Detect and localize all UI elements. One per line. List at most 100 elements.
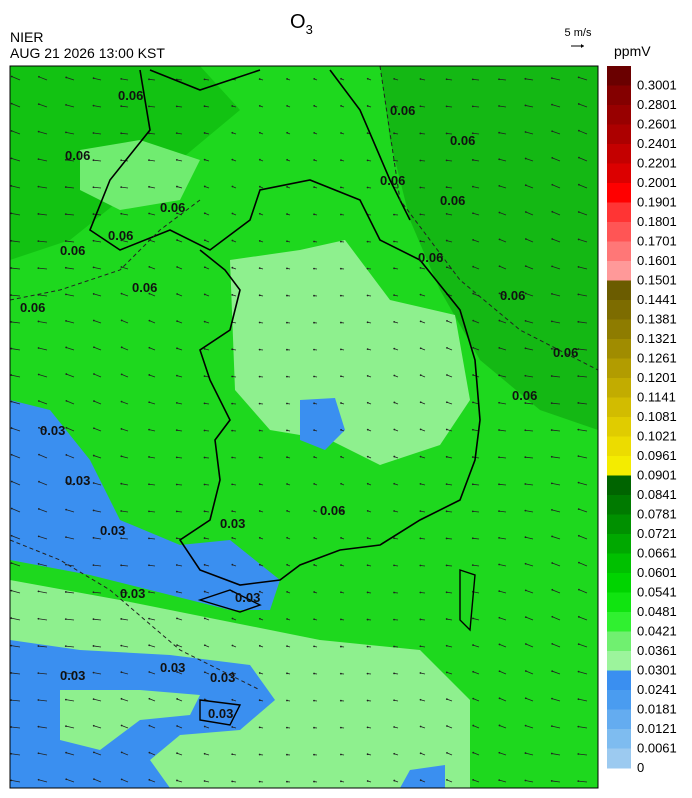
colorbar-tick-label: 0.0061 [637,741,677,756]
wind-arrow [578,535,588,540]
wind-arrow [446,698,453,702]
wind-arrow-head [472,319,475,322]
contour-label: 0.03 [40,423,65,438]
wind-arrow-head [419,240,422,243]
wind-arrow-head [578,156,580,159]
wind-arrow-head [286,780,288,783]
colorbar-tick-label: 0.2001 [637,175,677,190]
wind-arrow-head [65,346,68,349]
wind-arrow [121,778,129,783]
wind-arrow [149,618,156,621]
wind-arrow-head [340,213,342,216]
wind-arrow [148,78,156,81]
wind-arrow-head [498,347,501,349]
colorbar-block [607,709,631,730]
wind-arrow [11,294,21,297]
wind-arrow [446,538,453,540]
colorbar-block [607,300,631,320]
wind-arrow [446,456,453,459]
wind-arrow-head [551,292,553,295]
wind-arrow-head [445,239,448,242]
wind-arrow-head [472,401,474,404]
wind-arrow-head [340,753,342,756]
wind-arrow-head [366,672,369,675]
wind-arrow [149,266,156,270]
wind-arrow [473,347,480,351]
wind-arrow-head [366,132,369,135]
wind-arrow [525,320,534,324]
colorbar-block [607,241,631,262]
wind-arrow [66,778,75,783]
wind-arrow-head [148,78,150,81]
wind-arrow [473,671,480,675]
colorbar-block [607,144,631,164]
wind-arrow [66,77,75,81]
wind-arrow [525,375,534,378]
wind-arrow-head [524,104,527,107]
wind-arrow-head [258,699,261,702]
wind-arrow-head [524,536,527,539]
wind-arrow-head [10,617,13,620]
wind-arrow-head [10,752,13,755]
wind-arrow-head [577,780,580,783]
wind-arrow-head [393,132,395,135]
wind-arrow [93,293,102,297]
wind-arrow-head [176,347,178,350]
wind-arrow-head [445,105,448,108]
wind-arrow [446,266,453,270]
wind-arrow-head [258,753,261,756]
wind-arrow-head [498,238,501,241]
colorbar-block [607,105,631,125]
wind-arrow [11,779,21,783]
wind-arrow-head [340,132,342,134]
wind-arrow-head [577,481,580,484]
wind-arrow-head [313,240,315,243]
wind-arrow [148,105,156,108]
colorbar-block [607,397,631,418]
wind-arrow-head [148,537,150,540]
wind-arrow [499,132,507,135]
contour-label: 0.06 [160,200,185,215]
wind-arrow-head [231,753,234,756]
wind-arrow-head [551,697,553,700]
wind-arrow [11,321,21,324]
wind-arrow [11,103,21,108]
wind-arrow-head [120,618,123,620]
wind-arrow-head [176,374,178,377]
wind-arrow-head [313,699,315,702]
wind-arrow-head [577,320,580,323]
wind-arrow-head [366,294,369,297]
wind-arrow-head [393,455,396,458]
wind-arrow-head [498,697,501,700]
wind-arrow [525,483,534,486]
wind-arrow-head [37,778,40,781]
wind-arrow-head [92,104,95,107]
wind-arrow-head [339,645,342,648]
wind-arrow [472,186,480,189]
wind-arrow-head [148,644,151,647]
wind-arrow [121,591,129,594]
wind-arrow-head [471,105,474,108]
wind-arrow [525,563,534,567]
wind-arrow [65,104,75,108]
wind-arrow-head [203,429,206,432]
colorbar-block [607,592,631,613]
wind-arrow-head [37,130,40,133]
contour-label: 0.06 [65,148,90,163]
wind-arrow-head [578,561,580,564]
wind-arrow [148,537,156,540]
wind-arrow-head [472,346,475,349]
wind-arrow [525,105,534,108]
wind-arrow-head [445,78,448,81]
wind-arrow [499,402,507,405]
wind-arrow-head [524,670,527,672]
wind-arrow-head [37,752,40,755]
wind-arrow-head [393,267,395,270]
wind-arrow-head [10,534,13,537]
colorbar-block [607,319,631,340]
wind-arrow-head [203,239,206,242]
wind-arrow [578,726,588,729]
contour-line [10,66,598,691]
wind-arrow [551,320,561,324]
wind-arrow-head [37,320,40,323]
